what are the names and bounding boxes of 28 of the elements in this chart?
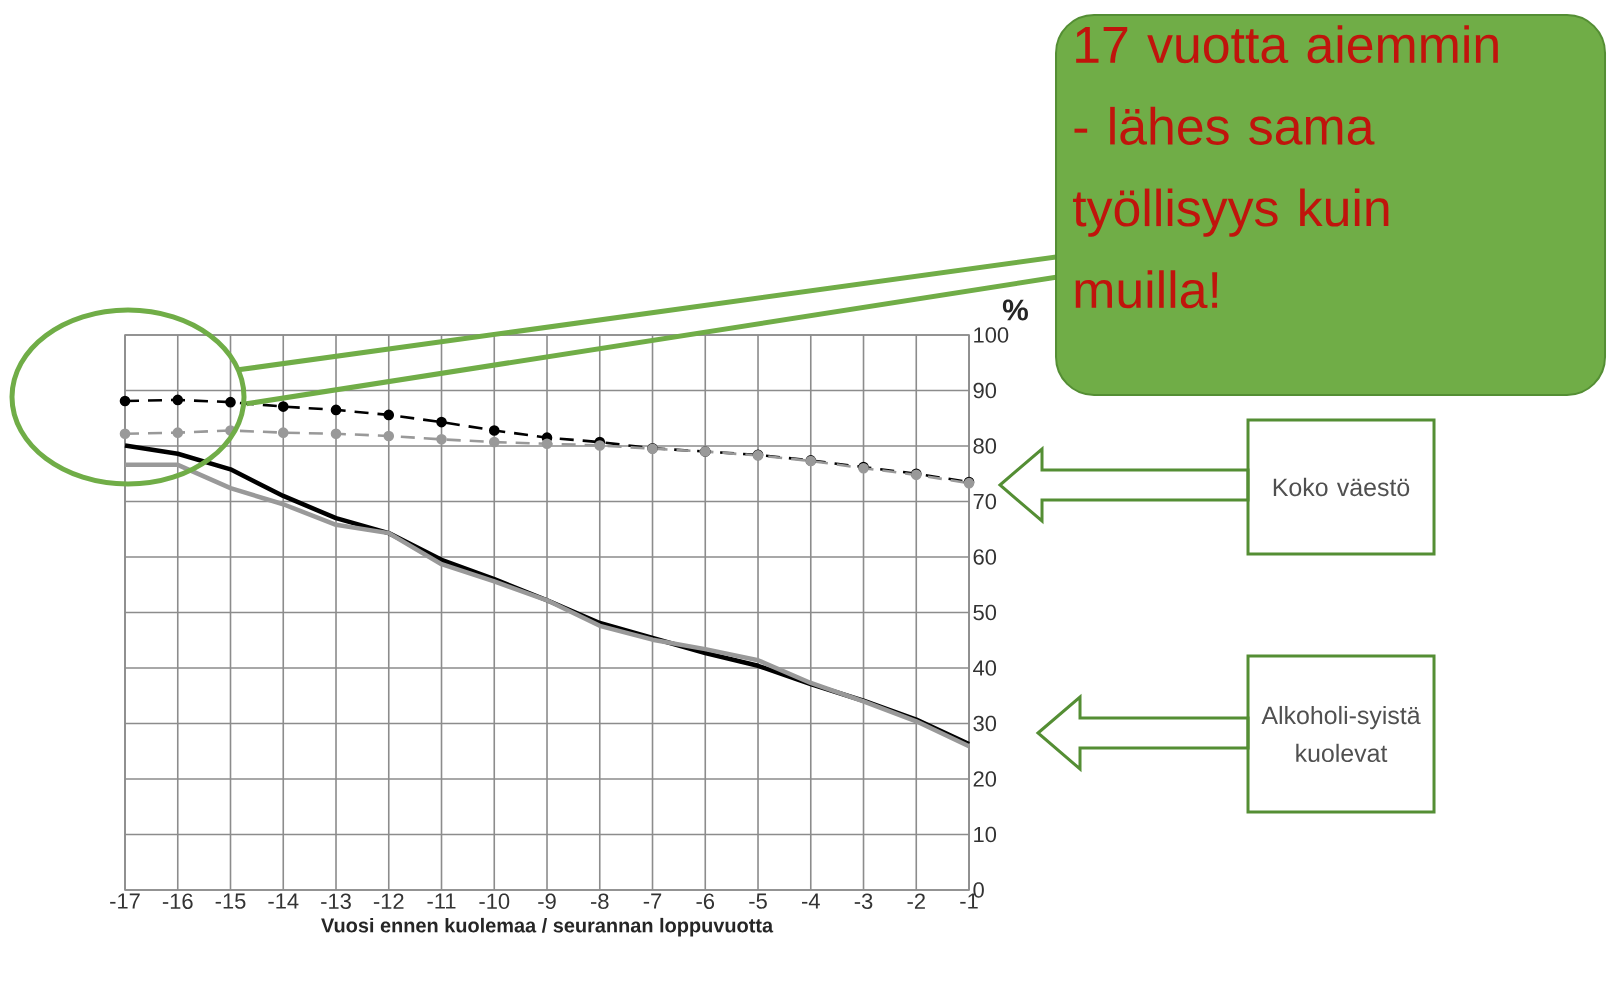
x-tick-label: -17 (110, 893, 140, 909)
x-tick-label: -10 (479, 893, 510, 910)
y-tick-label: 30 (973, 715, 997, 732)
y-tick-label: 20 (973, 771, 997, 787)
x-axis-title: Vuosi ennen kuolemaa / seurannan loppuvuotta (321, 917, 774, 937)
x-tick-label: -13 (321, 893, 351, 910)
y-tick-label: 40 (973, 660, 997, 676)
annotation: 17 vuotta aiemmin - lähes sama työllisyys kuin muilla! (1072, 25, 1498, 309)
y-tick-label: 50 (973, 604, 997, 621)
y-tick-label: 80 (973, 438, 997, 454)
x-tick-label: -5 (749, 893, 767, 909)
text: Koko väestö (1273, 477, 1410, 497)
x-tick-label: -3 (854, 893, 873, 910)
x-tick-label: -2 (907, 893, 925, 909)
y-tick-label: 60 (973, 549, 997, 565)
x-tick-label: -8 (590, 893, 609, 910)
x-tick-label: -4 (801, 893, 820, 909)
y-tick-label: 70 (973, 493, 997, 510)
x-tick-label: -7 (643, 893, 662, 909)
x-tick-label: -9 (538, 893, 556, 910)
x-tick-label: -14 (268, 893, 299, 909)
y-tick-label: 10 (974, 826, 997, 843)
x-tick-label: -6 (696, 893, 715, 910)
x-tick-label: -15 (215, 893, 246, 909)
text: Alkoholi-syistä kuolevat (1261, 705, 1421, 763)
x-tick-label: -12 (373, 893, 404, 909)
x-tick-label: -16 (162, 893, 193, 910)
x-tick-label: -11 (427, 893, 456, 909)
